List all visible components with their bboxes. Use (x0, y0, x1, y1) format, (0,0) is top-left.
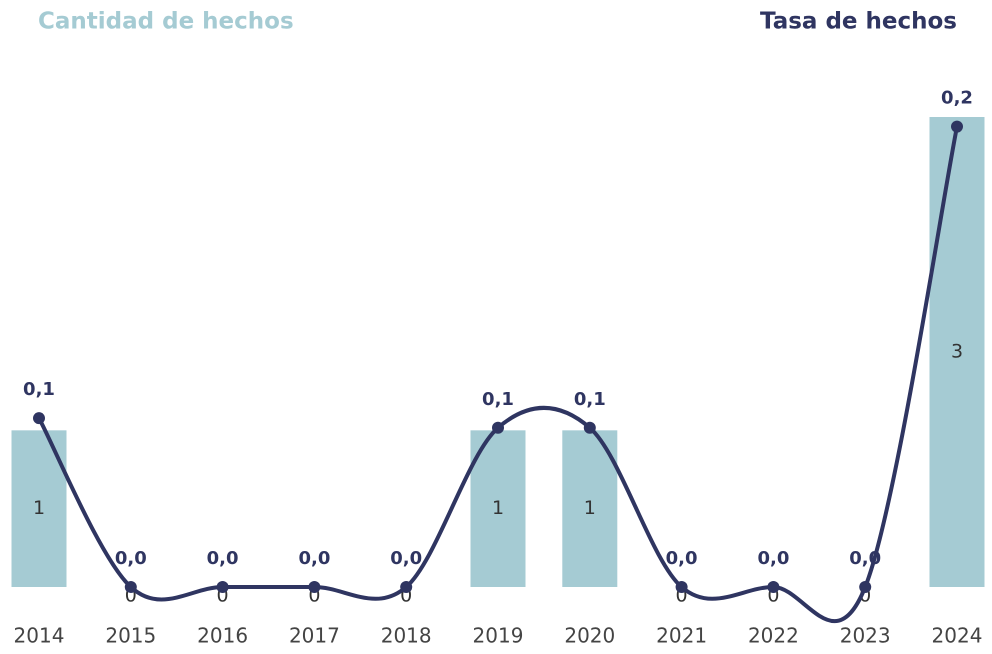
line-label: 0,0 (207, 548, 239, 569)
bar (470, 430, 526, 587)
line-marker (308, 581, 321, 593)
x-tick-label: 2018 (381, 624, 432, 648)
line-label: 0,0 (298, 548, 330, 569)
bar-label: 1 (33, 497, 45, 519)
x-tick-label: 2014 (14, 624, 65, 648)
line-label: 0,1 (23, 379, 55, 400)
line-marker (124, 581, 137, 593)
x-tick-label: 2020 (564, 624, 615, 648)
bar-label: 1 (492, 497, 504, 519)
line-marker (859, 581, 872, 593)
line-marker (675, 581, 688, 593)
x-tick-label: 2019 (473, 624, 524, 648)
legend-line: Tasa de hechos (760, 9, 957, 35)
line-marker (767, 581, 780, 593)
bar (929, 117, 985, 587)
line-label: 0,0 (115, 548, 147, 569)
bar-label: 3 (951, 341, 963, 363)
line-label: 0,1 (574, 389, 606, 410)
bar-label: 1 (584, 497, 596, 519)
line-label: 0,0 (390, 548, 422, 569)
x-tick-label: 2015 (105, 624, 156, 648)
x-tick-label: 2022 (748, 624, 799, 648)
line-marker (33, 412, 45, 425)
line-marker (492, 421, 504, 434)
x-tick-label: 2021 (656, 624, 707, 648)
line-label: 0,0 (849, 548, 881, 569)
line-label: 0,0 (757, 548, 789, 569)
x-tick-label: 2023 (840, 624, 891, 648)
line-label: 0,0 (666, 548, 698, 569)
line-marker (216, 581, 229, 593)
x-tick-label: 2024 (932, 624, 983, 648)
bar (562, 430, 618, 587)
legend-bar: Cantidad de hechos (38, 9, 294, 35)
line-label: 0,1 (482, 389, 514, 410)
line-marker (400, 581, 413, 593)
x-tick-label: 2016 (197, 624, 248, 648)
x-tick-label: 2017 (289, 624, 340, 648)
line-marker (583, 421, 596, 434)
line-marker (951, 120, 963, 133)
line-label: 0,2 (941, 88, 973, 109)
